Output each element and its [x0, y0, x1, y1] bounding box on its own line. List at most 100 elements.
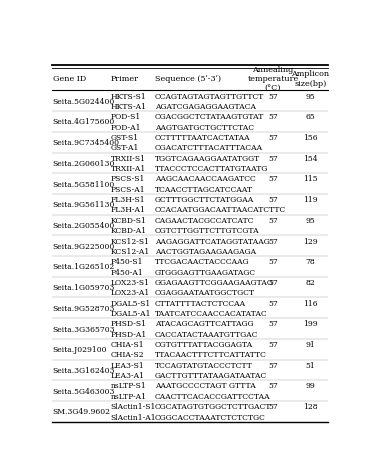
- Text: 115: 115: [303, 175, 318, 183]
- Text: PSCS-A1: PSCS-A1: [111, 185, 145, 193]
- Text: KCBD-S1: KCBD-S1: [111, 217, 146, 224]
- Text: Seita.9G528703: Seita.9G528703: [53, 304, 115, 312]
- Text: Seita.5G024400: Seita.5G024400: [53, 98, 115, 106]
- Text: CHIA-S1: CHIA-S1: [111, 340, 144, 348]
- Text: TCAACCTTAGCATCCAAT: TCAACCTTAGCATCCAAT: [155, 185, 253, 193]
- Text: 119: 119: [303, 196, 318, 204]
- Text: P450-S1: P450-S1: [111, 258, 143, 266]
- Text: Seita.9G225000: Seita.9G225000: [53, 242, 115, 250]
- Text: CGACATCTTTACATTTACAA: CGACATCTTTACATTTACAA: [155, 144, 263, 152]
- Text: Seita.9C7345400: Seita.9C7345400: [53, 139, 120, 147]
- Text: KCBD-A1: KCBD-A1: [111, 227, 147, 235]
- Text: Seita.J029100: Seita.J029100: [53, 346, 107, 354]
- Text: CAACTTCACACCGATTCCTAA: CAACTTCACACCGATTCCTAA: [155, 392, 270, 400]
- Text: CTTATTTTACTCTCCAA: CTTATTTTACTCTCCAA: [155, 299, 246, 307]
- Text: 57: 57: [268, 113, 278, 121]
- Text: Seita.1G265102: Seita.1G265102: [53, 263, 115, 271]
- Text: 116: 116: [303, 299, 318, 307]
- Text: TTACCCTCCACTTATGTAATG: TTACCCTCCACTTATGTAATG: [155, 165, 268, 173]
- Text: 199: 199: [303, 320, 318, 327]
- Text: Seita.5G463003: Seita.5G463003: [53, 387, 115, 395]
- Text: CCTTTTTAATCACTATAA: CCTTTTTAATCACTATAA: [155, 134, 251, 142]
- Text: CGGCACCTAAATCTCTCTGC: CGGCACCTAAATCTCTCTGC: [155, 413, 266, 421]
- Text: CGCATAGTGTGGCTCTTGACT: CGCATAGTGTGGCTCTTGACT: [155, 402, 272, 410]
- Text: 57: 57: [268, 175, 278, 183]
- Text: nsLTP-A1: nsLTP-A1: [111, 392, 147, 400]
- Text: 65: 65: [305, 113, 315, 121]
- Text: 57: 57: [268, 382, 278, 390]
- Text: CCAGTAGTAGTAGTTGTTCT: CCAGTAGTAGTAGTTGTTCT: [155, 92, 264, 100]
- Text: 57: 57: [268, 134, 278, 142]
- Text: ATACAGCAGTTCATTAGG: ATACAGCAGTTCATTAGG: [155, 320, 254, 327]
- Text: 57: 57: [268, 258, 278, 266]
- Text: 51: 51: [305, 361, 315, 369]
- Text: GACTTGTTTATAAGATAATAC: GACTTGTTTATAAGATAATAC: [155, 371, 267, 379]
- Text: KCS12-A1: KCS12-A1: [111, 248, 150, 255]
- Text: 57: 57: [268, 237, 278, 245]
- Text: nsLTP-S1: nsLTP-S1: [111, 382, 146, 390]
- Text: 57: 57: [268, 278, 278, 287]
- Text: GGAGAAGTTCGGAAGAAGTAG: GGAGAAGTTCGGAAGAAGTAG: [155, 278, 274, 287]
- Text: 95: 95: [305, 217, 315, 224]
- Text: DGAL5-A1: DGAL5-A1: [111, 309, 151, 317]
- Text: CGTCTTGGTTCTTGTCGTA: CGTCTTGGTTCTTGTCGTA: [155, 227, 259, 235]
- Text: FL3H-A1: FL3H-A1: [111, 206, 145, 214]
- Text: 57: 57: [268, 320, 278, 327]
- Text: CAGAACTACGCCATCATC: CAGAACTACGCCATCATC: [155, 217, 254, 224]
- Text: 128: 128: [303, 402, 318, 410]
- Text: PHSD-S1: PHSD-S1: [111, 320, 147, 327]
- Text: 99: 99: [305, 382, 315, 390]
- Text: CACCATACTAAATGTTGAC: CACCATACTAAATGTTGAC: [155, 330, 258, 338]
- Text: PHSD-A1: PHSD-A1: [111, 330, 147, 338]
- Text: 57: 57: [268, 217, 278, 224]
- Text: DGAL5-S1: DGAL5-S1: [111, 299, 151, 307]
- Text: Sequence (5ʹ-3ʹ): Sequence (5ʹ-3ʹ): [155, 75, 221, 83]
- Text: GST-S1: GST-S1: [111, 134, 139, 142]
- Text: AGATCGAGAGGAAGTACA: AGATCGAGAGGAAGTACA: [155, 103, 256, 111]
- Text: 95: 95: [305, 92, 315, 100]
- Text: Seita.5G581100: Seita.5G581100: [53, 180, 115, 188]
- Text: TCCAGTATGTACCCTCTT: TCCAGTATGTACCCTCTT: [155, 361, 253, 369]
- Text: 129: 129: [303, 237, 318, 245]
- Text: TTACAACTTTCTTCATTATTC: TTACAACTTTCTTCATTATTC: [155, 351, 267, 358]
- Text: AAGCAACAACCAAGATCC: AAGCAACAACCAAGATCC: [155, 175, 256, 183]
- Text: 156: 156: [303, 134, 318, 142]
- Text: GST-A1: GST-A1: [111, 144, 139, 152]
- Text: CGTGTTTATTACGGAGTA: CGTGTTTATTACGGAGTA: [155, 340, 253, 348]
- Text: 57: 57: [268, 92, 278, 100]
- Text: SM.3G49.9602: SM.3G49.9602: [53, 407, 110, 416]
- Text: Seita.1G059703: Seita.1G059703: [53, 284, 115, 291]
- Text: Seita.3G365703: Seita.3G365703: [53, 325, 115, 333]
- Text: SlActin1-S1: SlActin1-S1: [111, 402, 156, 410]
- Text: Seita.2G055400: Seita.2G055400: [53, 221, 115, 229]
- Text: 78: 78: [305, 258, 315, 266]
- Text: CGAGGAATAATGGCTGCT: CGAGGAATAATGGCTGCT: [155, 288, 255, 297]
- Text: 57: 57: [268, 154, 278, 162]
- Text: TRXII-A1: TRXII-A1: [111, 165, 146, 173]
- Text: Seita.2G060130: Seita.2G060130: [53, 159, 115, 168]
- Text: POD-A1: POD-A1: [111, 123, 141, 131]
- Text: 57: 57: [268, 196, 278, 204]
- Text: Primer: Primer: [111, 75, 139, 83]
- Text: FL3H-S1: FL3H-S1: [111, 196, 145, 204]
- Text: GTGGGAGTTGAAGATAGC: GTGGGAGTTGAAGATAGC: [155, 268, 256, 276]
- Text: CGACGGCTCTATAAGTGTAT: CGACGGCTCTATAAGTGTAT: [155, 113, 264, 121]
- Text: CCACAATGGACAATTAACATCTTC: CCACAATGGACAATTAACATCTTC: [155, 206, 286, 214]
- Text: Amplicon
size(bp): Amplicon size(bp): [291, 70, 329, 87]
- Text: KCS12-S1: KCS12-S1: [111, 237, 150, 245]
- Text: GCTTTGGCTTCTATGGAA: GCTTTGGCTTCTATGGAA: [155, 196, 254, 204]
- Text: POD-S1: POD-S1: [111, 113, 141, 121]
- Text: Seita.3G162403: Seita.3G162403: [53, 366, 115, 374]
- Text: AAGTGATGCTGCTTCTAC: AAGTGATGCTGCTTCTAC: [155, 123, 254, 131]
- Text: Gene ID: Gene ID: [53, 75, 86, 83]
- Text: TRXII-S1: TRXII-S1: [111, 154, 146, 162]
- Text: SlActin1-A1: SlActin1-A1: [111, 413, 156, 421]
- Text: 57: 57: [268, 299, 278, 307]
- Text: AACTGGTAGAAGAAGAGA: AACTGGTAGAAGAAGAGA: [155, 248, 256, 255]
- Text: LEA3-A1: LEA3-A1: [111, 371, 145, 379]
- Text: AAATGCCCCTAGT GTTTA: AAATGCCCCTAGT GTTTA: [155, 382, 256, 390]
- Text: P450-A1: P450-A1: [111, 268, 144, 276]
- Text: 82: 82: [305, 278, 315, 287]
- Text: CHIA-S2: CHIA-S2: [111, 351, 144, 358]
- Text: Seita.9G561130: Seita.9G561130: [53, 201, 115, 209]
